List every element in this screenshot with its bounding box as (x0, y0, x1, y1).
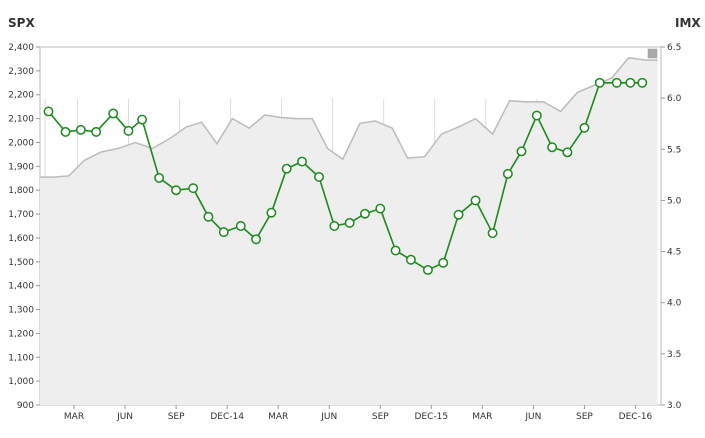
x-tick-label: DEC-16 (619, 412, 653, 422)
left-tick-label: 1,200 (8, 329, 34, 339)
imx-point (625, 77, 636, 88)
right-tick-label: 3.5 (667, 350, 681, 360)
left-tick-label: 2,300 (8, 67, 34, 77)
imx-point (531, 110, 542, 121)
right-tick-label: 6.0 (667, 94, 682, 104)
imx-point (235, 221, 246, 231)
right-tick-label: 6.5 (667, 43, 681, 53)
imx-point (266, 207, 277, 218)
imx-point (405, 254, 416, 265)
x-tick-label: MAR (472, 412, 492, 422)
left-tick-label: 1,100 (8, 353, 34, 363)
left-tick-label: 900 (17, 401, 34, 411)
x-tick-label: SEP (168, 412, 185, 422)
x-tick-label: JUN (524, 412, 541, 422)
imx-point (154, 172, 165, 183)
imx-point (188, 183, 199, 194)
imx-points (43, 77, 648, 275)
imx-point (375, 203, 386, 214)
x-axis-labels: MAR JUN SEP DEC-14 MAR JUN SEP DEC-15 MAR JUN SEP D… (64, 405, 653, 422)
imx-point (123, 125, 134, 136)
imx-point (43, 106, 54, 117)
x-tick-label: DEC-14 (210, 412, 244, 422)
right-axis-ticks: 3.0 3.5 4.0 4.5 5.0 5.5 6.0 6.5 (661, 43, 682, 411)
x-tick-label: MAR (268, 412, 288, 422)
right-tick-label: 5.0 (667, 196, 682, 206)
left-tick-label: 2,000 (8, 138, 34, 148)
left-tick-label: 2,100 (8, 115, 34, 125)
left-tick-label: 2,200 (8, 91, 34, 101)
imx-point (611, 77, 622, 88)
imx-point (487, 228, 498, 239)
imx-point (562, 147, 573, 158)
imx-point (637, 77, 648, 88)
left-tick-label: 1,500 (8, 258, 34, 268)
imx-point (137, 114, 148, 125)
imx-point (422, 265, 433, 275)
imx-point (470, 195, 481, 206)
right-axis-title: IMX (675, 16, 701, 30)
imx-point (60, 126, 71, 137)
imx-point (344, 217, 355, 228)
left-axis-ticks: 900 1,000 1,100 1,200 1,300 1,400 1,500 1,600 1,… (8, 43, 40, 411)
imx-point (547, 142, 558, 153)
spx-area-fill (40, 57, 658, 405)
imx-point (594, 77, 605, 88)
right-tick-label: 4.5 (667, 248, 681, 258)
imx-point (75, 124, 86, 135)
x-tick-label: SEP (576, 412, 593, 422)
x-tick-label: DEC-15 (415, 412, 449, 422)
imx-point (516, 146, 527, 157)
imx-point (390, 245, 401, 256)
spx-line (40, 56, 658, 178)
left-tick-label: 1,700 (8, 210, 34, 220)
left-tick-label: 1,900 (8, 162, 34, 172)
imx-point (251, 234, 262, 245)
right-tick-label: 4.0 (667, 299, 682, 309)
left-tick-label: 1,000 (8, 377, 34, 387)
imx-point (297, 156, 307, 167)
imx-point (203, 211, 214, 222)
right-tick-label: 5.5 (667, 145, 681, 155)
imx-point (314, 171, 324, 182)
imx-point (218, 227, 229, 238)
imx-point (453, 209, 464, 220)
x-tick-label: MAR (64, 412, 84, 422)
imx-point (502, 168, 513, 179)
left-tick-label: 2,400 (8, 43, 34, 53)
imx-point (360, 208, 370, 219)
imx-point (108, 108, 119, 119)
imx-point (91, 126, 102, 137)
left-axis-title: SPX (8, 16, 35, 30)
legend-marker-icon (647, 48, 658, 59)
imx-point (171, 185, 182, 196)
left-tick-label: 1,800 (8, 186, 34, 196)
x-tick-label: JUN (320, 412, 337, 422)
imx-point (579, 122, 590, 133)
right-tick-label: 3.0 (667, 401, 682, 411)
imx-point (329, 221, 340, 231)
x-tick-label: JUN (116, 412, 133, 422)
left-tick-label: 1,400 (8, 282, 34, 292)
x-tick-label: SEP (372, 412, 389, 422)
imx-point (281, 163, 292, 174)
imx-point (438, 257, 449, 268)
left-tick-label: 1,300 (8, 306, 34, 316)
left-tick-label: 1,600 (8, 234, 34, 244)
